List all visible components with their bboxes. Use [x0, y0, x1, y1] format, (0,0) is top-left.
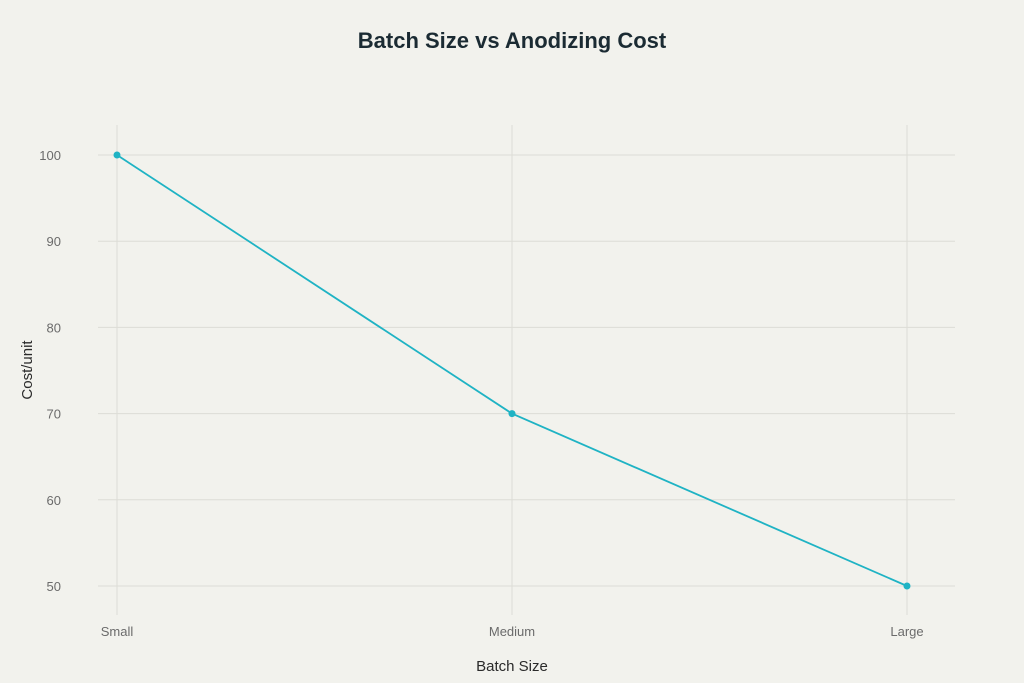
y-tick-label: 70 [47, 407, 61, 422]
data-point [113, 151, 121, 159]
y-tick-label: 80 [47, 320, 61, 335]
y-tick-label: 50 [47, 579, 61, 594]
y-tick-label: 100 [39, 148, 61, 163]
y-tick-label: 60 [47, 493, 61, 508]
x-axis-label: Batch Size [476, 658, 548, 675]
data-point [903, 582, 911, 590]
x-tick-label: Large [890, 624, 923, 639]
y-axis-label: Cost/unit [19, 340, 36, 400]
chart-title: Batch Size vs Anodizing Cost [357, 28, 667, 53]
x-tick-label: Small [101, 624, 134, 639]
y-tick-label: 90 [47, 234, 61, 249]
data-point [508, 410, 516, 418]
x-tick-label: Medium [489, 624, 535, 639]
